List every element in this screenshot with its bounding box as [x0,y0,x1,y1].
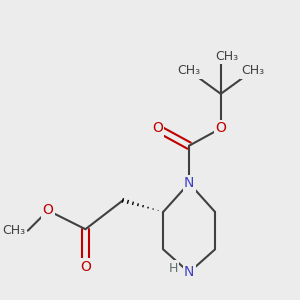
Text: CH₃: CH₃ [215,50,238,63]
Text: CH₃: CH₃ [241,64,264,77]
Text: H: H [169,262,178,275]
Text: O: O [43,203,53,218]
Text: CH₃: CH₃ [178,64,201,77]
Text: N: N [184,176,194,190]
Text: O: O [215,122,226,135]
Text: O: O [152,122,163,135]
Text: O: O [80,260,91,274]
Text: N: N [184,266,194,279]
Text: CH₃: CH₃ [2,224,25,237]
